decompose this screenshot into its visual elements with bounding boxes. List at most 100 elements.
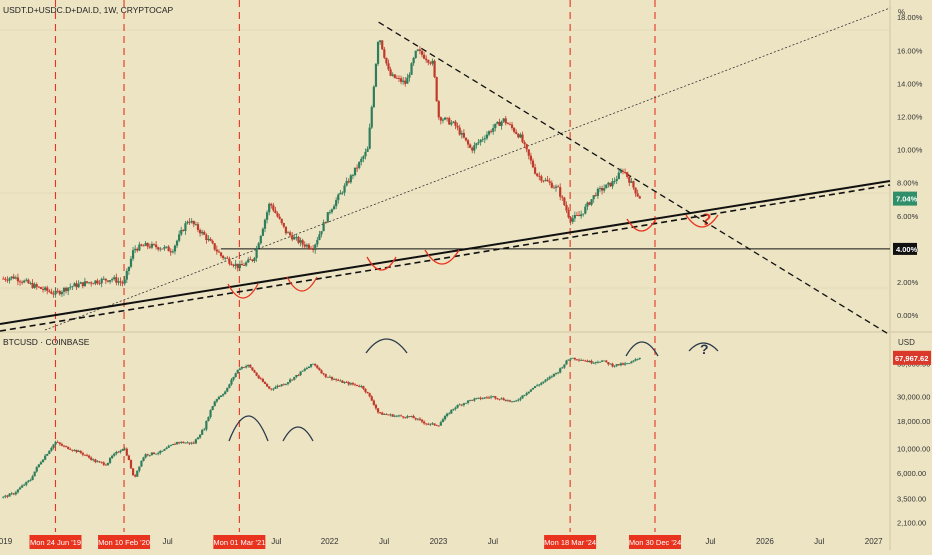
btc-candle — [175, 442, 179, 445]
usdt-d-candle — [44, 287, 47, 290]
usdt-d-candle — [420, 50, 424, 55]
btc-candle — [423, 421, 426, 424]
usdt-d-candle — [630, 181, 633, 183]
usdt-d-candle — [148, 246, 151, 248]
usdt-d-candle — [46, 287, 49, 291]
usdt-d-candle — [412, 58, 415, 64]
usdt-d-candle — [10, 276, 13, 279]
btc-candle — [190, 442, 193, 444]
usdt-d-candle — [85, 281, 89, 283]
btc-candle — [196, 437, 200, 440]
usdt-d-candle — [366, 148, 369, 152]
btc-candle — [305, 368, 308, 370]
btc-candle — [483, 397, 486, 399]
btc-candle — [119, 450, 122, 453]
usdt-d-candle — [83, 281, 87, 287]
bottom-last-price-label: 67,967.62 — [895, 354, 928, 363]
usdt-d-candle — [316, 239, 319, 245]
btc-candle — [222, 394, 225, 396]
usdt-d-candle — [546, 179, 549, 182]
usdt-d-candle — [18, 281, 22, 283]
usdt-d-candle — [569, 217, 572, 222]
usdt-d-candle — [389, 69, 392, 76]
x-tick-label: 2027 — [865, 537, 883, 546]
btc-candle — [598, 361, 602, 363]
bottom-last-price-tag — [893, 350, 931, 365]
btc-candle — [125, 448, 128, 456]
btc-candle — [623, 363, 627, 365]
usdt-d-candle — [584, 206, 587, 214]
usdt-d-candle — [60, 291, 63, 295]
usdt-d-candle — [462, 132, 465, 138]
btc-candle — [211, 406, 214, 411]
btc-candle — [397, 415, 401, 417]
btc-candle — [60, 444, 63, 446]
btc-candle — [466, 400, 470, 403]
btc-candle — [48, 450, 51, 454]
dark-arc — [625, 341, 659, 357]
usdt-d-candle — [268, 203, 271, 213]
btc-candle — [224, 391, 227, 395]
btc-candle — [517, 399, 520, 401]
usdt-d-candle — [393, 74, 396, 78]
usdt-d-candle — [81, 282, 84, 287]
btc-candle — [412, 415, 415, 419]
bottom-y-tick-label: 3,500.00 — [897, 494, 926, 503]
top-pane-title: USDT.D+USDC.D+DAI.D, 1W, CRYPTOCAP — [3, 5, 174, 15]
usdt-d-candle — [628, 176, 631, 183]
usdt-d-candle — [318, 234, 321, 240]
btc-candle — [550, 376, 553, 378]
usdt-d-candle — [460, 132, 463, 135]
btc-candle — [525, 393, 528, 395]
btc-candle — [257, 375, 260, 379]
usdt-d-candle — [456, 125, 459, 128]
usdt-d-candle — [538, 175, 541, 177]
x-tick-label: 2026 — [756, 537, 774, 546]
btc-candle — [268, 386, 271, 389]
btc-candle — [251, 367, 254, 371]
btc-candle — [429, 423, 432, 425]
btc-candle — [527, 391, 530, 394]
btc-candle — [473, 398, 476, 401]
usdt-d-candle — [142, 245, 145, 247]
btc-candle — [368, 393, 371, 397]
usdt-d-candle — [73, 283, 76, 287]
usdt-d-candle — [611, 181, 614, 187]
usdt-d-candle — [406, 77, 409, 84]
btc-candle — [62, 445, 66, 447]
btc-candle — [314, 363, 317, 366]
usdt-d-candle — [598, 188, 602, 189]
usdt-d-candle — [159, 248, 162, 250]
btc-candle — [280, 384, 283, 386]
usdt-d-candle — [525, 144, 528, 150]
btc-candle — [462, 403, 465, 406]
usdt-d-candle — [500, 121, 503, 126]
usdt-d-candle — [39, 287, 43, 289]
btc-candle — [8, 493, 11, 497]
btc-candle — [58, 442, 61, 445]
usdt-d-candle — [219, 252, 223, 256]
btc-candle — [387, 414, 390, 416]
btc-candle — [332, 379, 336, 380]
btc-candle — [198, 434, 202, 438]
usdt-d-candle — [339, 192, 342, 195]
usdt-d-candle — [102, 278, 105, 280]
usdt-d-candle — [479, 139, 482, 143]
btc-candle — [77, 450, 80, 452]
x-tick-label: Jul — [379, 537, 389, 546]
btc-candle — [276, 385, 279, 388]
usdt-d-candle — [441, 119, 445, 121]
btc-candle — [339, 380, 342, 382]
usdt-d-candle — [263, 219, 267, 229]
btc-candle — [573, 357, 576, 360]
usdt-d-candle — [573, 215, 576, 219]
btc-candle — [136, 470, 139, 477]
btc-candle — [111, 455, 114, 459]
usdt-d-candle — [565, 205, 568, 211]
bottom-y-tick-label: 10,000.00 — [897, 445, 930, 454]
usdt-d-candle — [54, 290, 57, 295]
btc-candle — [502, 398, 505, 401]
btc-candle — [431, 423, 434, 425]
usdt-d-candle — [134, 248, 137, 251]
btc-candle — [376, 408, 380, 413]
